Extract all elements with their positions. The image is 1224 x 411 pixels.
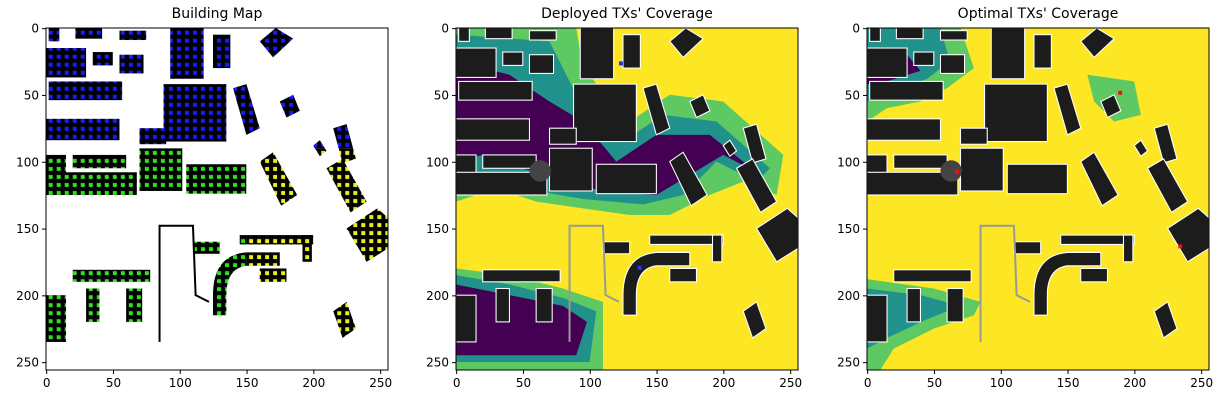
y-tick-label: 250 [837, 356, 860, 370]
y-tick-label: 0 [31, 22, 39, 36]
y-tick-label: 200 [16, 289, 39, 303]
x-tick-label: 150 [1057, 376, 1080, 390]
x-tick-label: 100 [169, 376, 192, 390]
y-tick-label: 200 [426, 289, 449, 303]
x-tick-label: 50 [516, 376, 531, 390]
x-tick-label: 200 [302, 376, 325, 390]
y-tick-label: 200 [837, 289, 860, 303]
x-tick-label: 50 [106, 376, 121, 390]
x-tick-label: 0 [43, 376, 51, 390]
image [867, 28, 1209, 370]
y-tick-label: 250 [426, 356, 449, 370]
y-tick-label: 150 [837, 222, 860, 236]
image [46, 28, 388, 370]
x-tick-label: 0 [453, 376, 461, 390]
x-tick-label: 100 [990, 376, 1013, 390]
y-tick-label: 250 [16, 356, 39, 370]
axes-frame [45, 27, 389, 371]
y-tick-label: 100 [837, 155, 860, 169]
axes-frame [866, 27, 1210, 371]
y-tick-label: 150 [426, 222, 449, 236]
y-tick-label: 50 [24, 88, 39, 102]
x-tick-label: 200 [1123, 376, 1146, 390]
x-tick-label: 50 [927, 376, 942, 390]
x-tick-label: 250 [369, 376, 392, 390]
image [456, 28, 798, 370]
x-tick-label: 250 [1190, 376, 1213, 390]
x-tick-label: 200 [712, 376, 735, 390]
y-tick-label: 100 [426, 155, 449, 169]
x-tick-label: 150 [646, 376, 669, 390]
x-tick-label: 0 [864, 376, 872, 390]
y-tick-label: 0 [441, 22, 449, 36]
x-tick-label: 250 [779, 376, 802, 390]
chart-title: Optimal TXs' Coverage [958, 6, 1119, 22]
y-tick-label: 50 [434, 88, 449, 102]
y-tick-label: 100 [16, 155, 39, 169]
y-tick-label: 0 [852, 22, 860, 36]
chart-title: Deployed TXs' Coverage [541, 6, 713, 22]
x-tick-label: 150 [236, 376, 259, 390]
y-tick-label: 150 [16, 222, 39, 236]
x-tick-label: 100 [579, 376, 602, 390]
axes-frame [455, 27, 799, 371]
y-tick-label: 50 [845, 88, 860, 102]
chart-title: Building Map [172, 6, 263, 22]
